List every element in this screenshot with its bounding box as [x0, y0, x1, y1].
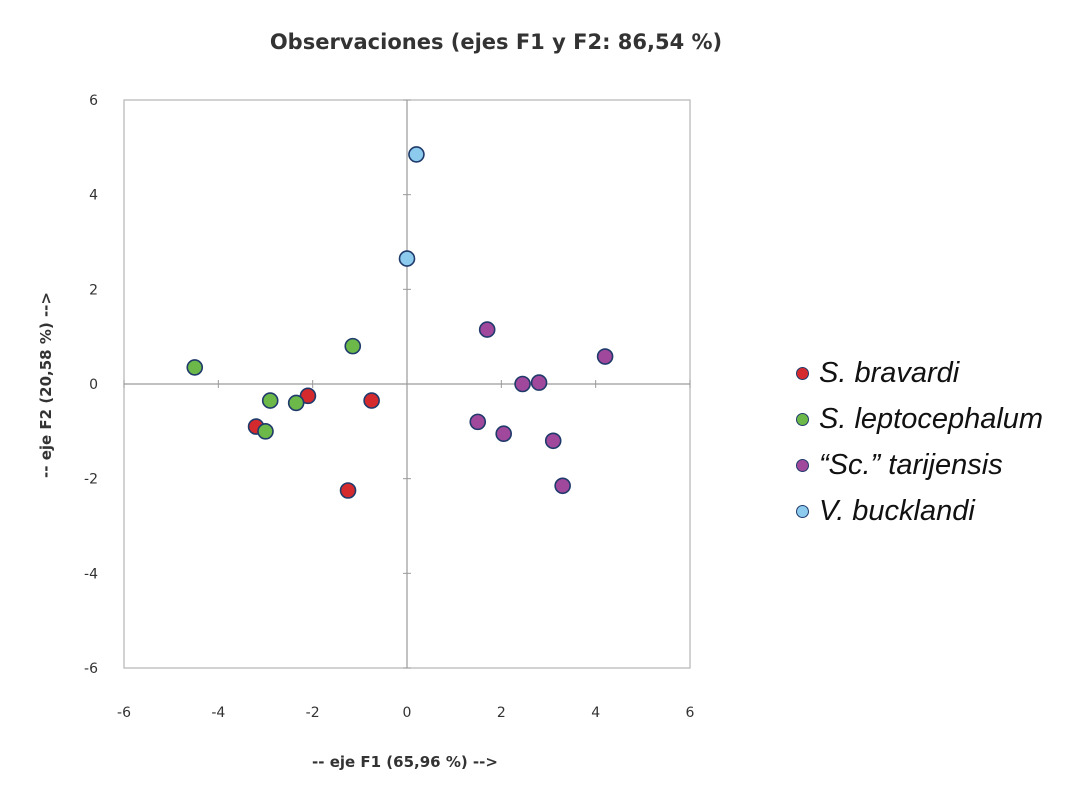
data-point-series-2	[478, 321, 496, 338]
data-point-series-2	[554, 477, 571, 495]
x-tick-label: -4	[211, 705, 225, 721]
legend-item: V. bucklandi	[796, 488, 1043, 534]
data-point-series-2	[469, 413, 487, 431]
data-point-series-1	[186, 359, 204, 376]
chart-title: Observaciones (ejes F1 y F2: 86,54 %)	[270, 30, 722, 54]
y-axis-label: -- eje F2 (20,58 %) -->	[37, 292, 55, 478]
data-point-series-3	[408, 146, 425, 163]
data-point-series-2	[514, 375, 531, 393]
legend-marker	[796, 412, 809, 426]
data-point-series-2	[495, 425, 512, 443]
x-tick-label: 0	[403, 705, 412, 721]
x-tick-label: 2	[497, 705, 506, 721]
data-point-series-1	[257, 423, 274, 440]
data-point-series-2	[544, 432, 562, 450]
y-tick-label: -4	[84, 566, 98, 582]
data-point-series-0	[339, 482, 357, 499]
data-point-series-1	[287, 394, 305, 412]
legend-marker	[796, 458, 809, 472]
tick-labels: -6 -4 -2 0 2 4 6 6 4 2 0 -2 -4 -6	[84, 93, 695, 721]
y-tick-label: -2	[84, 472, 98, 488]
legend-marker	[796, 504, 809, 518]
y-tick-label: 4	[89, 188, 98, 204]
x-tick-label: -2	[306, 705, 320, 721]
legend-marker	[796, 366, 809, 380]
y-tick-label: 0	[89, 377, 98, 393]
data-point-series-2	[530, 374, 548, 391]
x-tick-label: 6	[686, 705, 695, 721]
data-points	[186, 146, 614, 499]
data-point-series-1	[261, 392, 279, 409]
legend-label: V. bucklandi	[819, 494, 975, 527]
data-point-series-1	[344, 337, 362, 355]
legend-item: S. leptocephalum	[796, 396, 1043, 442]
data-point-series-2	[596, 348, 614, 365]
y-tick-label: 2	[89, 282, 98, 298]
data-point-series-0	[363, 392, 380, 409]
x-tick-label: -6	[117, 705, 131, 721]
x-axis-label: -- eje F1 (65,96 %) -->	[312, 753, 498, 771]
legend-label: “Sc.” tarijensis	[819, 448, 1003, 481]
x-tick-label: 4	[591, 705, 600, 721]
legend-item: S. bravardi	[796, 350, 1043, 396]
y-tick-label: 6	[89, 93, 98, 109]
legend-label: S. bravardi	[819, 356, 960, 389]
y-tick-label: -6	[84, 661, 98, 677]
legend: S. bravardi S. leptocephalum “Sc.” tarijen…	[796, 350, 1043, 534]
legend-label: S. leptocephalum	[819, 402, 1044, 435]
data-point-series-3	[398, 250, 416, 267]
legend-item: “Sc.” tarijensis	[796, 442, 1043, 488]
